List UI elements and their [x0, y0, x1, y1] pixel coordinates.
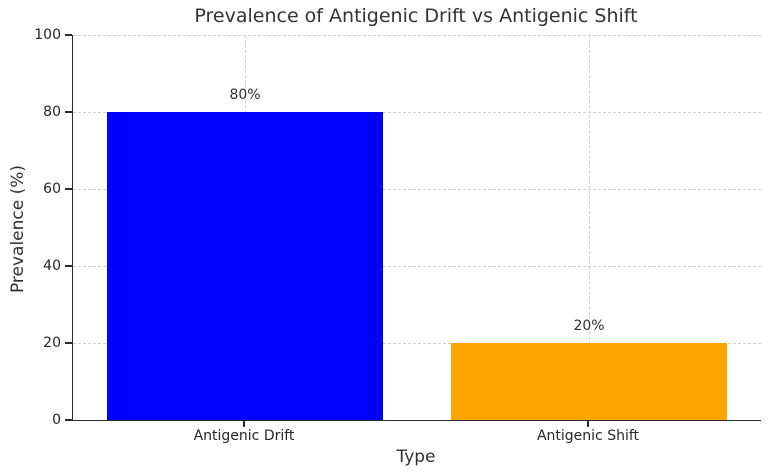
y-tick-mark-40 — [65, 265, 72, 267]
y-axis-label: Prevalence (%) — [8, 164, 28, 294]
y-tick-label-20: 20 — [43, 335, 61, 351]
x-tick-label-antigenic-shift: Antigenic Shift — [536, 428, 640, 444]
y-tick-label-80: 80 — [43, 104, 61, 120]
y-tick-mark-60 — [65, 188, 72, 190]
bar-antigenic-drift — [107, 112, 383, 420]
bar-value-label-antigenic-shift: 20% — [573, 318, 605, 334]
gridline-h-40 — [73, 265, 761, 267]
y-tick-mark-80 — [65, 111, 72, 113]
gridline-h-60 — [73, 188, 761, 190]
x-tick-label-antigenic-drift: Antigenic Drift — [193, 428, 295, 444]
plot-area: 80% 20% — [72, 34, 761, 421]
y-tick-mark-0 — [65, 419, 72, 421]
y-tick-label-60: 60 — [43, 181, 61, 197]
y-tick-mark-20 — [65, 342, 72, 344]
chart-title: Prevalence of Antigenic Drift vs Antigen… — [194, 5, 638, 27]
gridline-v-antigenic-shift — [588, 35, 590, 420]
gridline-h-20 — [73, 342, 761, 344]
x-tick-mark-antigenic-shift — [587, 421, 589, 427]
x-tick-mark-antigenic-drift — [243, 421, 245, 427]
y-tick-mark-100 — [65, 34, 72, 36]
x-axis-label: Type — [396, 447, 436, 467]
gridline-h-80 — [73, 111, 761, 113]
gridline-h-100 — [73, 34, 761, 36]
bar-value-label-antigenic-drift: 80% — [229, 87, 261, 103]
bar-antigenic-shift — [451, 343, 727, 420]
y-tick-label-100: 100 — [34, 27, 61, 43]
y-tick-label-0: 0 — [52, 412, 61, 428]
y-tick-label-40: 40 — [43, 258, 61, 274]
